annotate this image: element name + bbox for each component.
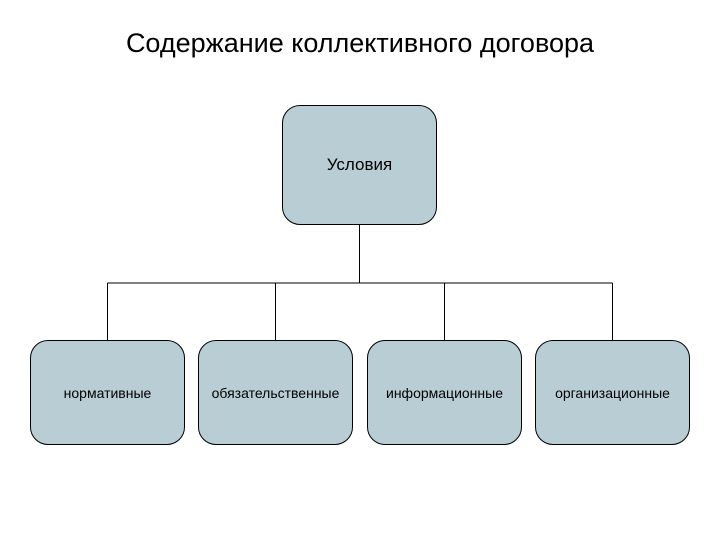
child-node-3-label: организационные — [555, 385, 670, 401]
child-node-0-label: нормативные — [64, 385, 152, 401]
diagram-title: Содержание коллективного договора — [0, 28, 720, 59]
child-node-2-label: информационные — [386, 385, 503, 401]
child-node-1-label: обязательственные — [212, 385, 340, 401]
root-node-label: Условия — [327, 155, 392, 175]
child-node-0: нормативные — [30, 340, 185, 445]
root-node: Условия — [282, 105, 437, 225]
child-node-1: обязательственные — [198, 340, 353, 445]
child-node-3: организационные — [535, 340, 690, 445]
tree-connectors — [0, 0, 720, 540]
child-node-2: информационные — [367, 340, 522, 445]
